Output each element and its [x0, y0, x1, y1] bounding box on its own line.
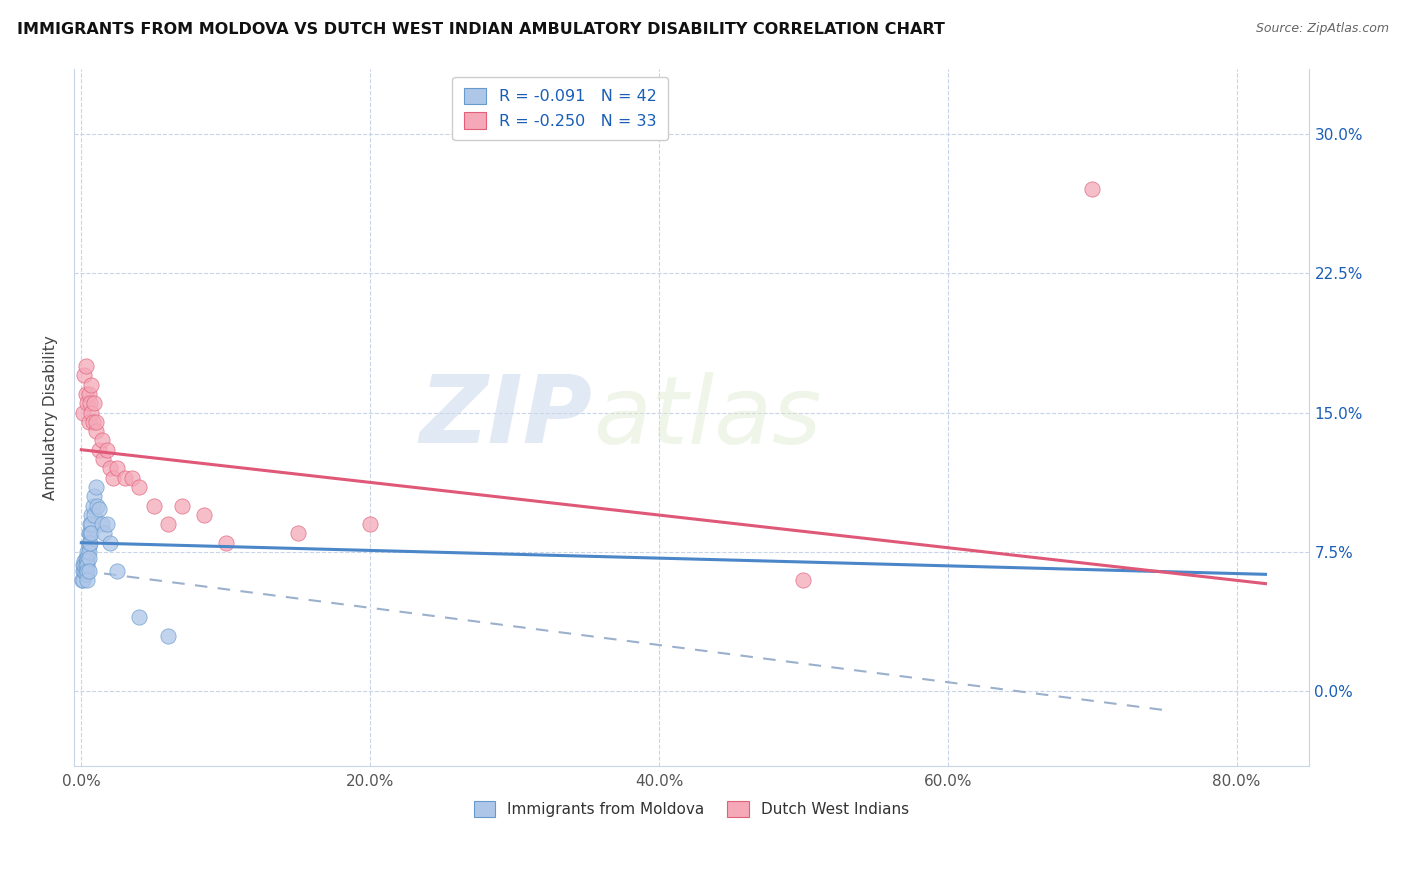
Point — [72, 564, 94, 578]
Point — [80, 517, 103, 532]
Y-axis label: Ambulatory Disability: Ambulatory Disability — [44, 334, 58, 500]
Point — [114, 470, 136, 484]
Point — [79, 535, 101, 549]
Point — [90, 434, 112, 448]
Point — [83, 396, 105, 410]
Point — [90, 517, 112, 532]
Text: ZIP: ZIP — [420, 371, 593, 463]
Point — [77, 540, 100, 554]
Point — [93, 526, 115, 541]
Point — [75, 567, 97, 582]
Point — [77, 535, 100, 549]
Point — [96, 442, 118, 457]
Point — [79, 517, 101, 532]
Point — [82, 499, 104, 513]
Point — [80, 526, 103, 541]
Point — [77, 545, 100, 559]
Point — [215, 535, 238, 549]
Point — [142, 499, 165, 513]
Point — [84, 480, 107, 494]
Point — [76, 564, 98, 578]
Point — [77, 550, 100, 565]
Text: Source: ZipAtlas.com: Source: ZipAtlas.com — [1256, 22, 1389, 36]
Point — [75, 550, 97, 565]
Point — [76, 396, 98, 410]
Point — [72, 558, 94, 572]
Point — [80, 377, 103, 392]
Point — [98, 535, 121, 549]
Point — [80, 508, 103, 522]
Point — [76, 550, 98, 565]
Point — [1081, 182, 1104, 196]
Point — [98, 461, 121, 475]
Point — [76, 573, 98, 587]
Point — [156, 517, 179, 532]
Point — [79, 396, 101, 410]
Point — [82, 415, 104, 429]
Point — [172, 499, 194, 513]
Point — [193, 508, 215, 522]
Point — [128, 480, 150, 494]
Point — [75, 387, 97, 401]
Point — [73, 554, 96, 568]
Point — [77, 387, 100, 401]
Point — [107, 461, 129, 475]
Point — [84, 424, 107, 438]
Point — [73, 564, 96, 578]
Point — [86, 499, 108, 513]
Point — [359, 517, 381, 532]
Point — [87, 442, 110, 457]
Point — [80, 405, 103, 419]
Point — [128, 610, 150, 624]
Point — [96, 517, 118, 532]
Point — [76, 558, 98, 572]
Point — [72, 573, 94, 587]
Point — [75, 558, 97, 572]
Point — [76, 545, 98, 559]
Point — [77, 415, 100, 429]
Point — [83, 508, 105, 522]
Point — [121, 470, 143, 484]
Point — [75, 359, 97, 373]
Legend: Immigrants from Moldova, Dutch West Indians: Immigrants from Moldova, Dutch West Indi… — [465, 793, 917, 824]
Point — [91, 452, 114, 467]
Point — [76, 554, 98, 568]
Point — [72, 405, 94, 419]
Point — [287, 526, 309, 541]
Point — [73, 368, 96, 383]
Point — [792, 573, 814, 587]
Point — [87, 502, 110, 516]
Point — [70, 573, 93, 587]
Point — [79, 526, 101, 541]
Point — [77, 526, 100, 541]
Point — [83, 489, 105, 503]
Text: atlas: atlas — [593, 372, 821, 463]
Point — [73, 558, 96, 572]
Point — [75, 564, 97, 578]
Point — [77, 564, 100, 578]
Point — [156, 629, 179, 643]
Point — [84, 415, 107, 429]
Point — [101, 470, 124, 484]
Text: IMMIGRANTS FROM MOLDOVA VS DUTCH WEST INDIAN AMBULATORY DISABILITY CORRELATION C: IMMIGRANTS FROM MOLDOVA VS DUTCH WEST IN… — [17, 22, 945, 37]
Point — [107, 564, 129, 578]
